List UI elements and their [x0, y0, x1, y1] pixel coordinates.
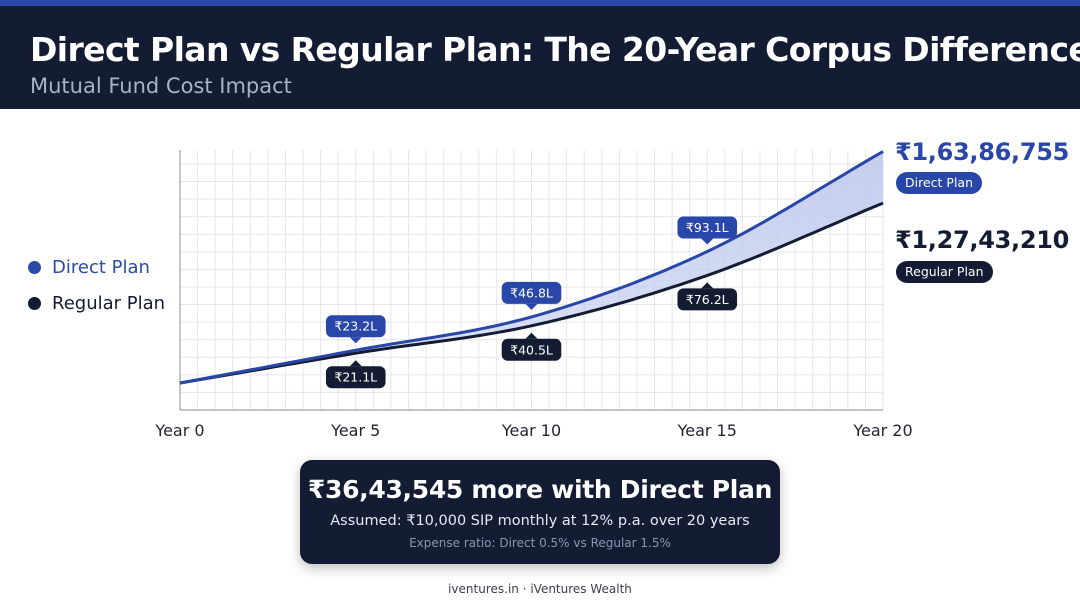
regular-final-value: ₹1,27,43,210: [895, 226, 1070, 254]
direct-data-label-box: [677, 216, 738, 239]
direct-data-label-pointer: [349, 337, 362, 344]
summary-assumption: Assumed: ₹10,000 SIP monthly at 12% p.a.…: [330, 513, 750, 529]
regular-data-label-pointer: [525, 332, 538, 339]
x-tick-label: Year 5: [330, 421, 380, 440]
regular-final-badge: Regular Plan: [896, 261, 993, 283]
summary-headline: ₹36,43,545 more with Direct Plan: [307, 475, 773, 504]
direct-plan-line: [179, 150, 884, 385]
x-tick-label: Year 20: [852, 421, 912, 440]
x-tick-label: Year 15: [677, 421, 737, 440]
legend-regular-label: Regular Plan: [52, 293, 166, 314]
direct-data-label-pointer: [701, 238, 714, 245]
regular-data-label: ₹21.1L: [325, 360, 386, 389]
regular-data-label-pointer: [349, 360, 362, 367]
regular-plan-line: [179, 201, 884, 385]
regular-data-label-box: [677, 288, 738, 311]
direct-data-label-text: ₹93.1L: [686, 220, 729, 235]
regular-data-label-text: ₹21.1L: [334, 370, 377, 385]
x-tick-label: Year 0: [154, 421, 204, 440]
legend-direct: Direct Plan: [28, 257, 150, 278]
regular-data-label-box: [325, 366, 386, 389]
regular-data-label-box: [501, 338, 562, 361]
direct-data-label-text: ₹23.2L: [334, 319, 377, 334]
regular-data-label-text: ₹40.5L: [510, 342, 553, 357]
footer-credit: iventures.in · iVentures Wealth: [448, 582, 632, 596]
x-tick-label: Year 10: [501, 421, 561, 440]
direct-data-label-box: [325, 315, 386, 338]
page-title: Direct Plan vs Regular Plan: The 20-Year…: [30, 30, 1080, 69]
direct-data-label-text: ₹46.8L: [510, 285, 553, 300]
regular-data-label: ₹40.5L: [501, 332, 562, 361]
legend-direct-label: Direct Plan: [52, 257, 150, 278]
direct-data-label: ₹93.1L: [677, 216, 738, 245]
summary-expense-ratio: Expense ratio: Direct 0.5% vs Regular 1.…: [409, 536, 671, 550]
direct-final-badge: Direct Plan: [896, 172, 982, 194]
summary-card: ₹36,43,545 more with Direct Plan Assumed…: [300, 460, 780, 564]
direct-data-label-pointer: [525, 303, 538, 310]
top-accent-bar: [0, 0, 1080, 6]
legend-regular: Regular Plan: [28, 293, 165, 314]
regular-data-label: ₹76.2L: [677, 282, 738, 311]
direct-data-label: ₹23.2L: [325, 315, 386, 344]
regular-dot-icon: [28, 297, 41, 310]
direct-final-value: ₹1,63,86,755: [895, 138, 1070, 166]
direct-data-label: ₹46.8L: [501, 281, 562, 310]
direct-data-label-box: [501, 281, 562, 304]
page-subtitle: Mutual Fund Cost Impact: [30, 74, 292, 98]
header-banner: Direct Plan vs Regular Plan: The 20-Year…: [0, 6, 1080, 109]
regular-data-label-pointer: [701, 282, 714, 289]
regular-data-label-text: ₹76.2L: [686, 292, 729, 307]
direct-dot-icon: [28, 261, 41, 274]
chart-canvas: Year 0 Year 5 Year 10 Year 15 Year 20 ₹23.2L ₹…: [154, 150, 913, 440]
